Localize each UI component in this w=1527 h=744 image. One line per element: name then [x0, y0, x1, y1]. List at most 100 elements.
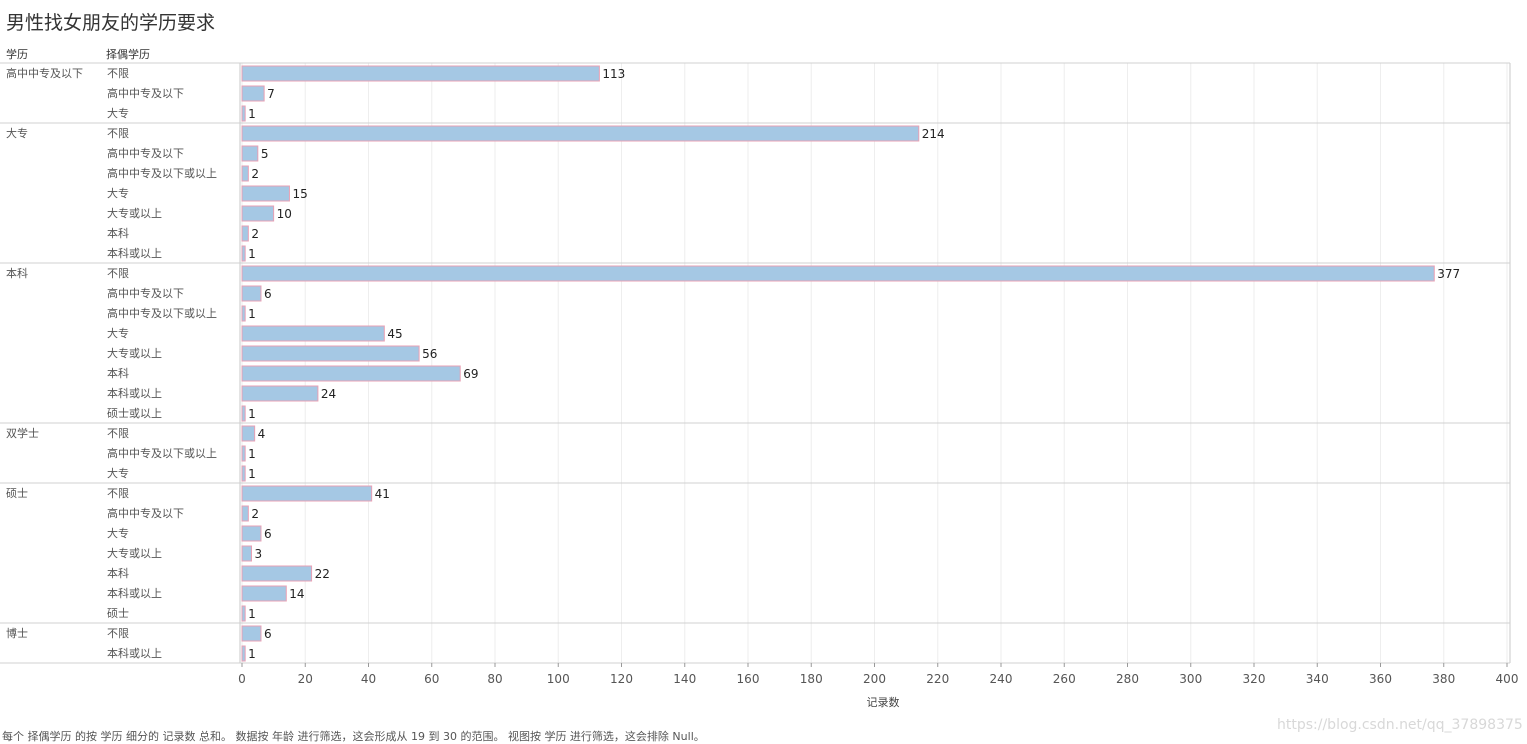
x-tick-label: 400	[1496, 672, 1519, 686]
bar	[241, 205, 275, 222]
bar	[241, 65, 600, 82]
column-header-partner-education[interactable]: 择偶学历	[106, 48, 150, 61]
bar	[241, 185, 290, 202]
partner-education-label: 本科	[107, 366, 129, 380]
bar	[241, 645, 246, 662]
bar-value-label: 15	[292, 187, 307, 201]
partner-education-label: 大专或以上	[107, 206, 162, 220]
education-label: 双学士	[6, 426, 39, 440]
bar	[241, 385, 319, 402]
bar	[241, 545, 252, 562]
chart-footnote: 每个 择偶学历 的按 学历 细分的 记录数 总和。 数据按 年龄 进行筛选，这会…	[2, 730, 705, 743]
bar	[241, 325, 385, 342]
partner-education-label: 大专	[107, 466, 129, 480]
x-tick-label: 220	[926, 672, 949, 686]
bar-value-label: 1	[248, 607, 256, 621]
x-tick-label: 80	[487, 672, 502, 686]
bar-value-label: 6	[264, 287, 272, 301]
education-label: 高中中专及以下	[6, 66, 83, 80]
x-tick-label: 340	[1306, 672, 1329, 686]
bar-value-label: 14	[289, 587, 304, 601]
partner-education-label: 不限	[107, 67, 129, 80]
bar	[241, 405, 246, 422]
bar-value-label: 5	[261, 147, 269, 161]
partner-education-label: 不限	[107, 127, 129, 140]
bar	[241, 165, 249, 182]
x-tick-label: 360	[1369, 672, 1392, 686]
partner-education-label: 高中中专及以下或以上	[107, 166, 217, 180]
partner-education-label: 高中中专及以下或以上	[107, 306, 217, 320]
partner-education-label: 本科或以上	[107, 646, 162, 660]
bar-value-label: 377	[1437, 267, 1460, 281]
partner-education-label: 大专	[107, 106, 129, 120]
bar-value-label: 41	[375, 487, 390, 501]
bar-value-label: 1	[248, 307, 256, 321]
bar	[241, 105, 246, 122]
x-tick-label: 240	[990, 672, 1013, 686]
bar	[241, 425, 256, 442]
bar	[241, 245, 246, 262]
bar	[241, 485, 373, 502]
partner-education-label: 不限	[107, 267, 129, 280]
education-label: 博士	[6, 627, 28, 640]
partner-education-label: 本科或以上	[107, 246, 162, 260]
bar-value-label: 7	[267, 87, 275, 101]
x-tick-label: 160	[737, 672, 760, 686]
partner-education-label: 不限	[107, 627, 129, 640]
bar	[241, 505, 249, 522]
bar	[241, 565, 313, 582]
partner-education-label: 本科	[107, 226, 129, 240]
partner-education-label: 硕士	[107, 607, 129, 620]
partner-education-label: 本科或以上	[107, 386, 162, 400]
x-tick-label: 140	[673, 672, 696, 686]
x-tick-label: 60	[424, 672, 439, 686]
partner-education-label: 不限	[107, 427, 129, 440]
partner-education-label: 高中中专及以下	[107, 86, 184, 100]
bar-value-label: 22	[315, 567, 330, 581]
x-tick-label: 120	[610, 672, 633, 686]
bar	[241, 525, 262, 542]
bar-value-label: 4	[258, 427, 266, 441]
bar-value-label: 56	[422, 347, 437, 361]
bar-value-label: 113	[602, 67, 625, 81]
x-tick-label: 40	[361, 672, 376, 686]
x-tick-label: 0	[238, 672, 246, 686]
partner-education-label: 硕士或以上	[107, 407, 162, 420]
chart-title: 男性找女朋友的学历要求	[6, 12, 216, 34]
bar	[241, 345, 420, 362]
partner-education-label: 大专或以上	[107, 346, 162, 360]
bar-value-label: 2	[251, 507, 259, 521]
x-tick-label: 100	[547, 672, 570, 686]
partner-education-label: 大专	[107, 186, 129, 200]
column-header-education[interactable]: 学历	[6, 48, 28, 61]
x-tick-label: 320	[1243, 672, 1266, 686]
watermark: https://blog.csdn.net/qq_37898375	[1277, 717, 1523, 733]
bar-value-label: 24	[321, 387, 336, 401]
x-axis-title: 记录数	[867, 696, 900, 709]
education-label: 大专	[6, 126, 28, 140]
partner-education-label: 大专	[107, 326, 129, 340]
x-tick-label: 20	[298, 672, 313, 686]
x-tick-label: 260	[1053, 672, 1076, 686]
bar	[241, 625, 262, 642]
partner-education-label: 高中中专及以下	[107, 506, 184, 520]
bar	[241, 605, 246, 622]
bar-value-label: 10	[277, 207, 292, 221]
bar-value-label: 6	[264, 527, 272, 541]
partner-education-label: 大专	[107, 526, 129, 540]
bar-value-label: 1	[248, 447, 256, 461]
bar	[241, 285, 262, 302]
bar-value-label: 2	[251, 167, 259, 181]
bar	[241, 445, 246, 462]
bar-value-label: 45	[387, 327, 402, 341]
education-label: 本科	[6, 266, 28, 280]
bar	[241, 585, 287, 602]
bar-value-label: 1	[248, 247, 256, 261]
bar	[241, 145, 259, 162]
bar	[241, 265, 1435, 282]
partner-education-label: 不限	[107, 487, 129, 500]
partner-education-label: 高中中专及以下	[107, 286, 184, 300]
bar-value-label: 2	[251, 227, 259, 241]
bar-value-label: 3	[254, 547, 262, 561]
